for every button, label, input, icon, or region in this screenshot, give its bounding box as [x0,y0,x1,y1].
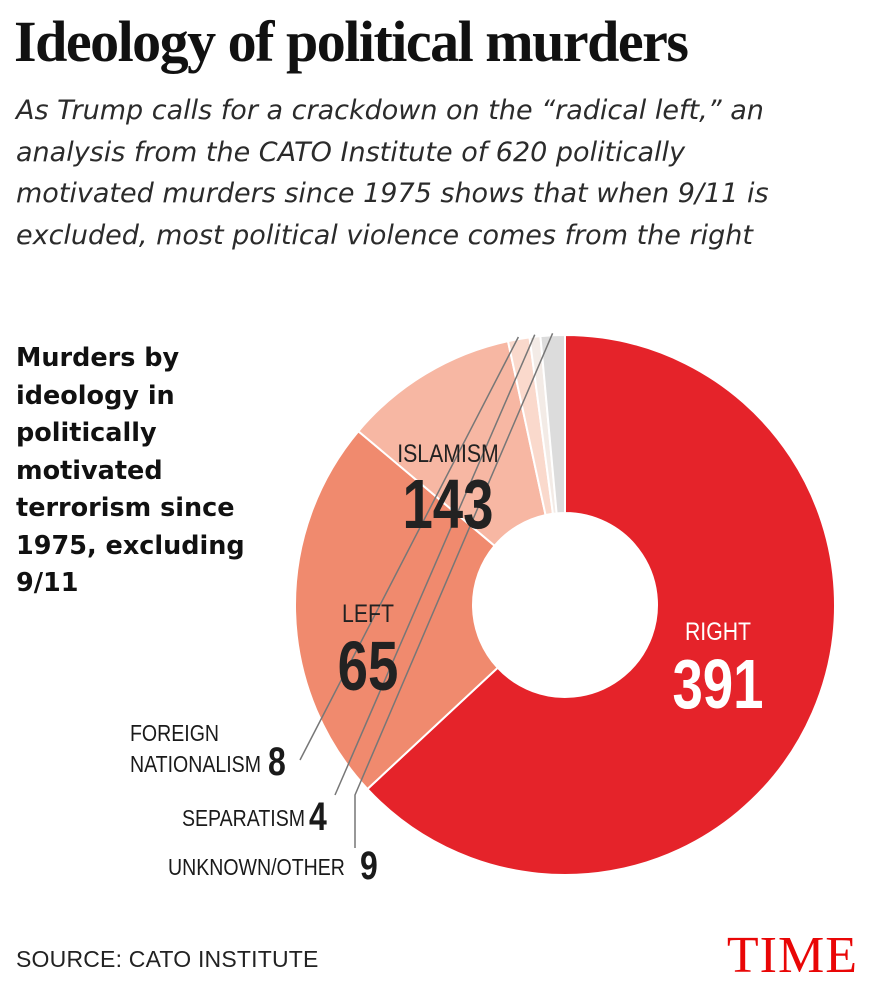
slice-value-unknown-other: 9 [360,843,378,888]
slice-right [366,333,836,876]
slice-label-separatism: SEPARATISM [182,806,305,832]
slice-label-unknown-other: UNKNOWN/OTHER [168,855,345,881]
slice-value-right: 391 [672,646,763,724]
slice-unknown-other [539,333,566,515]
time-logo: TIME [726,927,858,984]
source-note: SOURCE: CATO INSTITUTE [16,946,319,972]
slice-label-right: RIGHT [685,617,751,645]
slice-islamism [294,429,500,791]
slice-value-separatism: 4 [309,794,327,839]
slice-label-foreign-nationalism-line2: NATIONALISM [130,752,261,778]
slice-value-foreign-nationalism: 8 [268,739,286,784]
chart-side-label: Murders by ideology in politically motiv… [16,343,245,598]
slice-left [356,339,547,548]
slice-value-left: 65 [338,628,399,706]
leader-line-foreign-nationalism [299,336,520,761]
slice-label-left: LEFT [342,599,394,627]
slice-label-foreign-nationalism-line1: FOREIGN [130,721,219,747]
chart-title: Ideology of political murders [14,9,689,74]
slice-value-islamism: 143 [402,466,493,544]
leader-line-separatism [334,334,536,796]
chart-subtitle: As Trump calls for a crackdown on the “r… [16,95,769,251]
slice-label-islamism: ISLAMISM [397,439,498,467]
leader-line-unknown-other [354,332,554,848]
